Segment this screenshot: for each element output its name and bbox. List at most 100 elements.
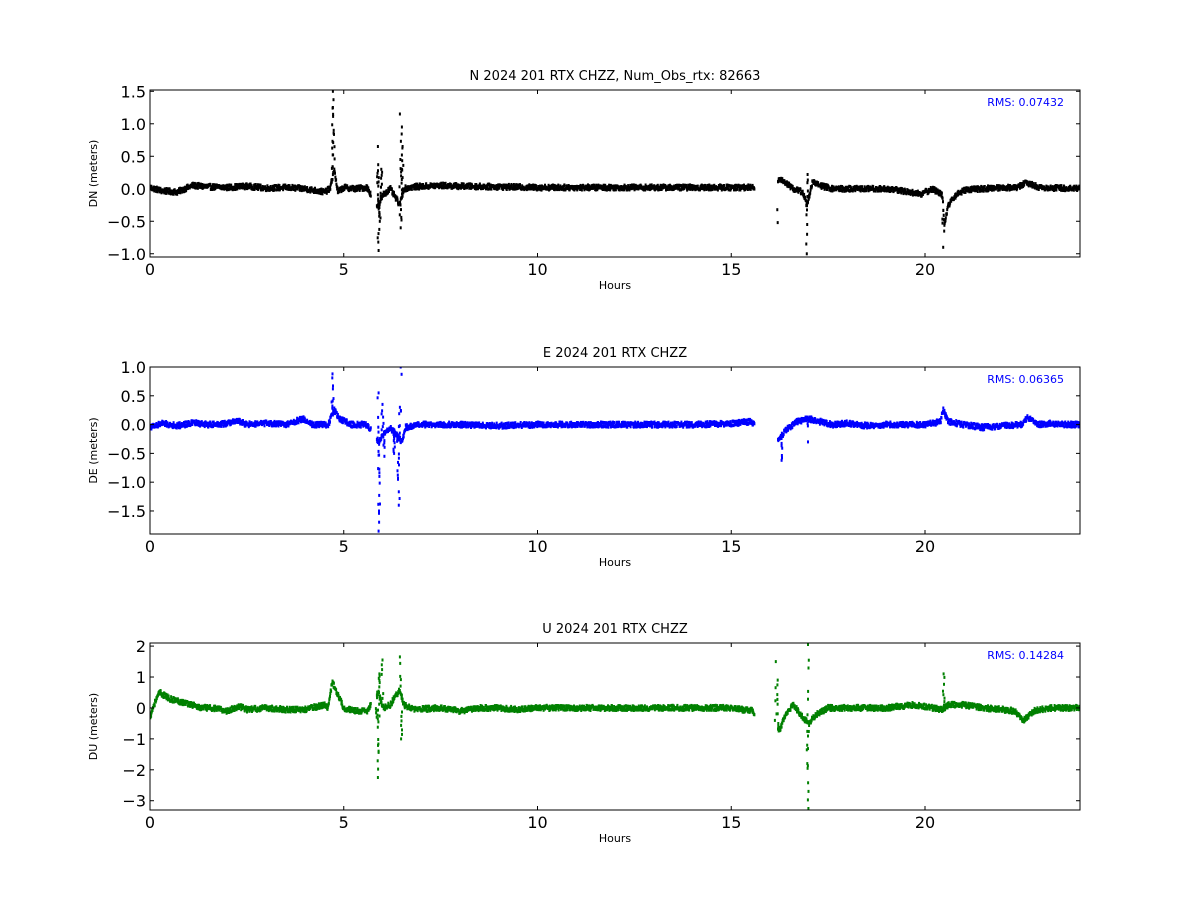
- x-tick-label: 15: [721, 260, 741, 279]
- data-point: [811, 184, 813, 188]
- data-point: [153, 189, 156, 193]
- data-point: [996, 423, 999, 427]
- data-point: [198, 420, 201, 425]
- data-point: [177, 190, 180, 194]
- data-point: [349, 422, 352, 426]
- data-point: [944, 216, 947, 220]
- data-point: [983, 428, 986, 432]
- data-point: [749, 187, 752, 191]
- data-point: [859, 424, 862, 429]
- data-point: [188, 421, 190, 425]
- data-point: [709, 420, 711, 424]
- data-point: [943, 218, 945, 222]
- data-point: [586, 425, 589, 429]
- data-point: [278, 188, 281, 192]
- data-point: [716, 421, 719, 425]
- spike-point: [805, 213, 808, 217]
- spike-point: [379, 191, 382, 195]
- data-point: [825, 419, 828, 423]
- data-point: [513, 187, 516, 191]
- data-point: [720, 188, 723, 192]
- data-point: [740, 421, 743, 425]
- data-point: [459, 425, 462, 429]
- data-point: [399, 200, 402, 204]
- data-point: [708, 424, 711, 428]
- data-point: [874, 189, 877, 193]
- data-point: [992, 186, 994, 190]
- data-point: [339, 416, 342, 420]
- data-point: [946, 208, 949, 212]
- data-point: [706, 187, 709, 191]
- data-point: [943, 408, 946, 413]
- data-point: [953, 420, 955, 424]
- data-point: [919, 421, 922, 425]
- data-point: [376, 436, 379, 440]
- data-point: [605, 425, 608, 429]
- data-point: [840, 188, 843, 192]
- data-point: [627, 184, 630, 188]
- data-point: [409, 425, 412, 429]
- data-point: [845, 189, 847, 193]
- data-point: [269, 188, 272, 192]
- data-point: [284, 421, 287, 426]
- data-point: [490, 185, 492, 189]
- data-point: [298, 188, 301, 192]
- data-point: [831, 188, 834, 192]
- data-point: [263, 424, 266, 428]
- data-point: [796, 417, 798, 422]
- data-point: [376, 203, 379, 207]
- data-point: [364, 421, 367, 425]
- data-point: [212, 183, 214, 187]
- data-point: [334, 171, 336, 175]
- data-point: [644, 188, 647, 192]
- data-point: [706, 183, 709, 188]
- data-point: [597, 183, 600, 187]
- data-point: [505, 183, 507, 187]
- data-point: [546, 421, 549, 425]
- data-point: [205, 423, 208, 428]
- data-point: [548, 188, 550, 192]
- data-point: [675, 186, 678, 190]
- data-point: [486, 185, 489, 189]
- y-tick-label: 1.0: [121, 115, 146, 134]
- data-point: [881, 422, 884, 426]
- data-point: [243, 421, 246, 425]
- data-point: [738, 184, 740, 188]
- data-point: [641, 421, 644, 426]
- data-point: [947, 204, 949, 208]
- data-point: [1021, 182, 1024, 186]
- x-tick-label: 0: [145, 260, 155, 279]
- data-point: [998, 185, 1001, 189]
- data-point: [442, 181, 445, 185]
- spike-point: [377, 240, 380, 244]
- spike-point: [402, 187, 404, 191]
- data-point: [320, 187, 323, 191]
- data-point: [329, 183, 332, 187]
- data-point: [511, 421, 514, 425]
- data-point: [213, 183, 216, 187]
- data-point: [819, 421, 822, 425]
- data-point: [814, 417, 817, 421]
- data-point: [934, 423, 937, 427]
- data-series: [150, 367, 1080, 533]
- data-point: [664, 185, 667, 189]
- data-point: [175, 423, 178, 427]
- chart-panel-2: 0 5 10 15 20−1.5−1.0−0.50.00.51.0E 2024 201 …: [87, 346, 1081, 569]
- data-point: [700, 183, 703, 187]
- data-point: [273, 424, 276, 428]
- chart-panel-1: 0 5 10 15 20−1.0−0.50.00.51.01.5N 2024 201 R…: [87, 69, 1081, 292]
- data-point: [410, 187, 413, 191]
- data-point: [844, 421, 847, 425]
- data-point: [501, 423, 504, 427]
- data-point: [802, 195, 805, 199]
- data-point: [461, 425, 463, 429]
- data-point: [747, 183, 750, 187]
- data-point: [228, 187, 231, 191]
- data-point: [318, 190, 321, 194]
- data-point: [921, 421, 924, 425]
- data-point: [954, 196, 957, 200]
- data-point: [940, 191, 943, 195]
- data-point: [155, 185, 158, 189]
- spike-point: [332, 98, 335, 102]
- data-point: [611, 424, 614, 428]
